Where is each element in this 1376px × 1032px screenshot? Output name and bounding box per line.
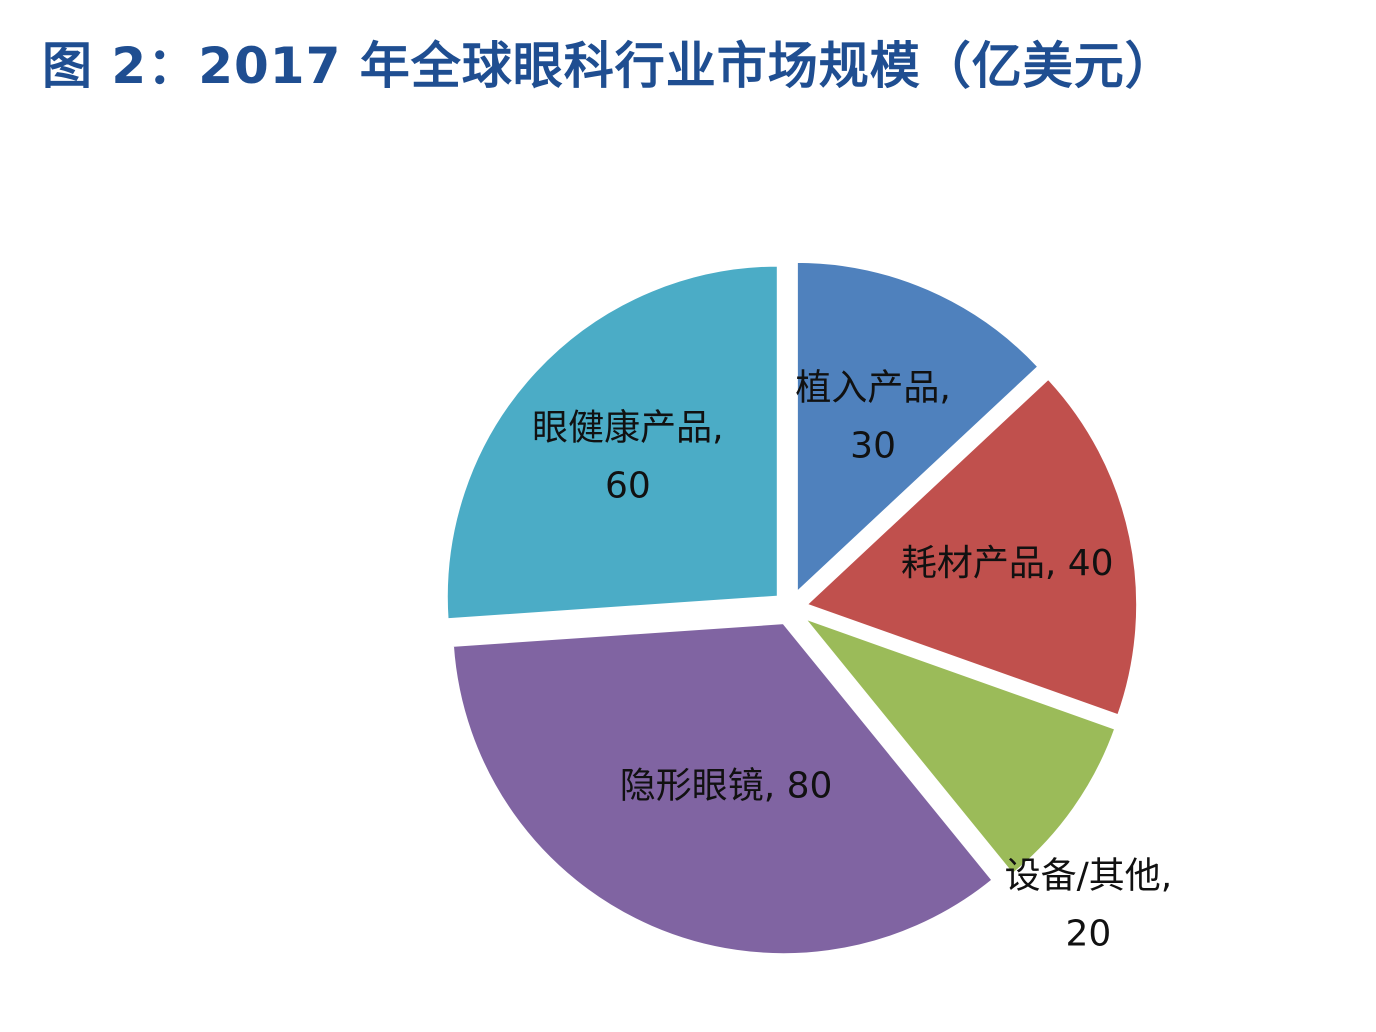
- pie-slice: [802, 376, 1140, 718]
- pie-slice: [450, 621, 996, 957]
- slice-data-label: 耗材产品, 40: [901, 543, 1114, 584]
- pie-slice: [444, 263, 780, 622]
- slice-data-label: 眼健康产品, 60: [532, 408, 723, 507]
- pie-data-labels: 植入产品, 30 耗材产品, 40 设备/其他, 20 隐形眼镜, 80 眼健康产品, 60: [532, 368, 1172, 955]
- pie-slice: [794, 259, 1042, 597]
- slice-data-label: 植入产品, 30: [795, 368, 950, 467]
- pie-slices: [444, 259, 1140, 957]
- chart-title: 图 2：2017 年全球眼科行业市场规模（亿美元）: [42, 37, 1176, 95]
- slice-data-label: 设备/其他, 20: [1005, 856, 1173, 955]
- slice-data-label: 隐形眼镜, 80: [620, 765, 833, 806]
- pie-slice: [798, 614, 1118, 877]
